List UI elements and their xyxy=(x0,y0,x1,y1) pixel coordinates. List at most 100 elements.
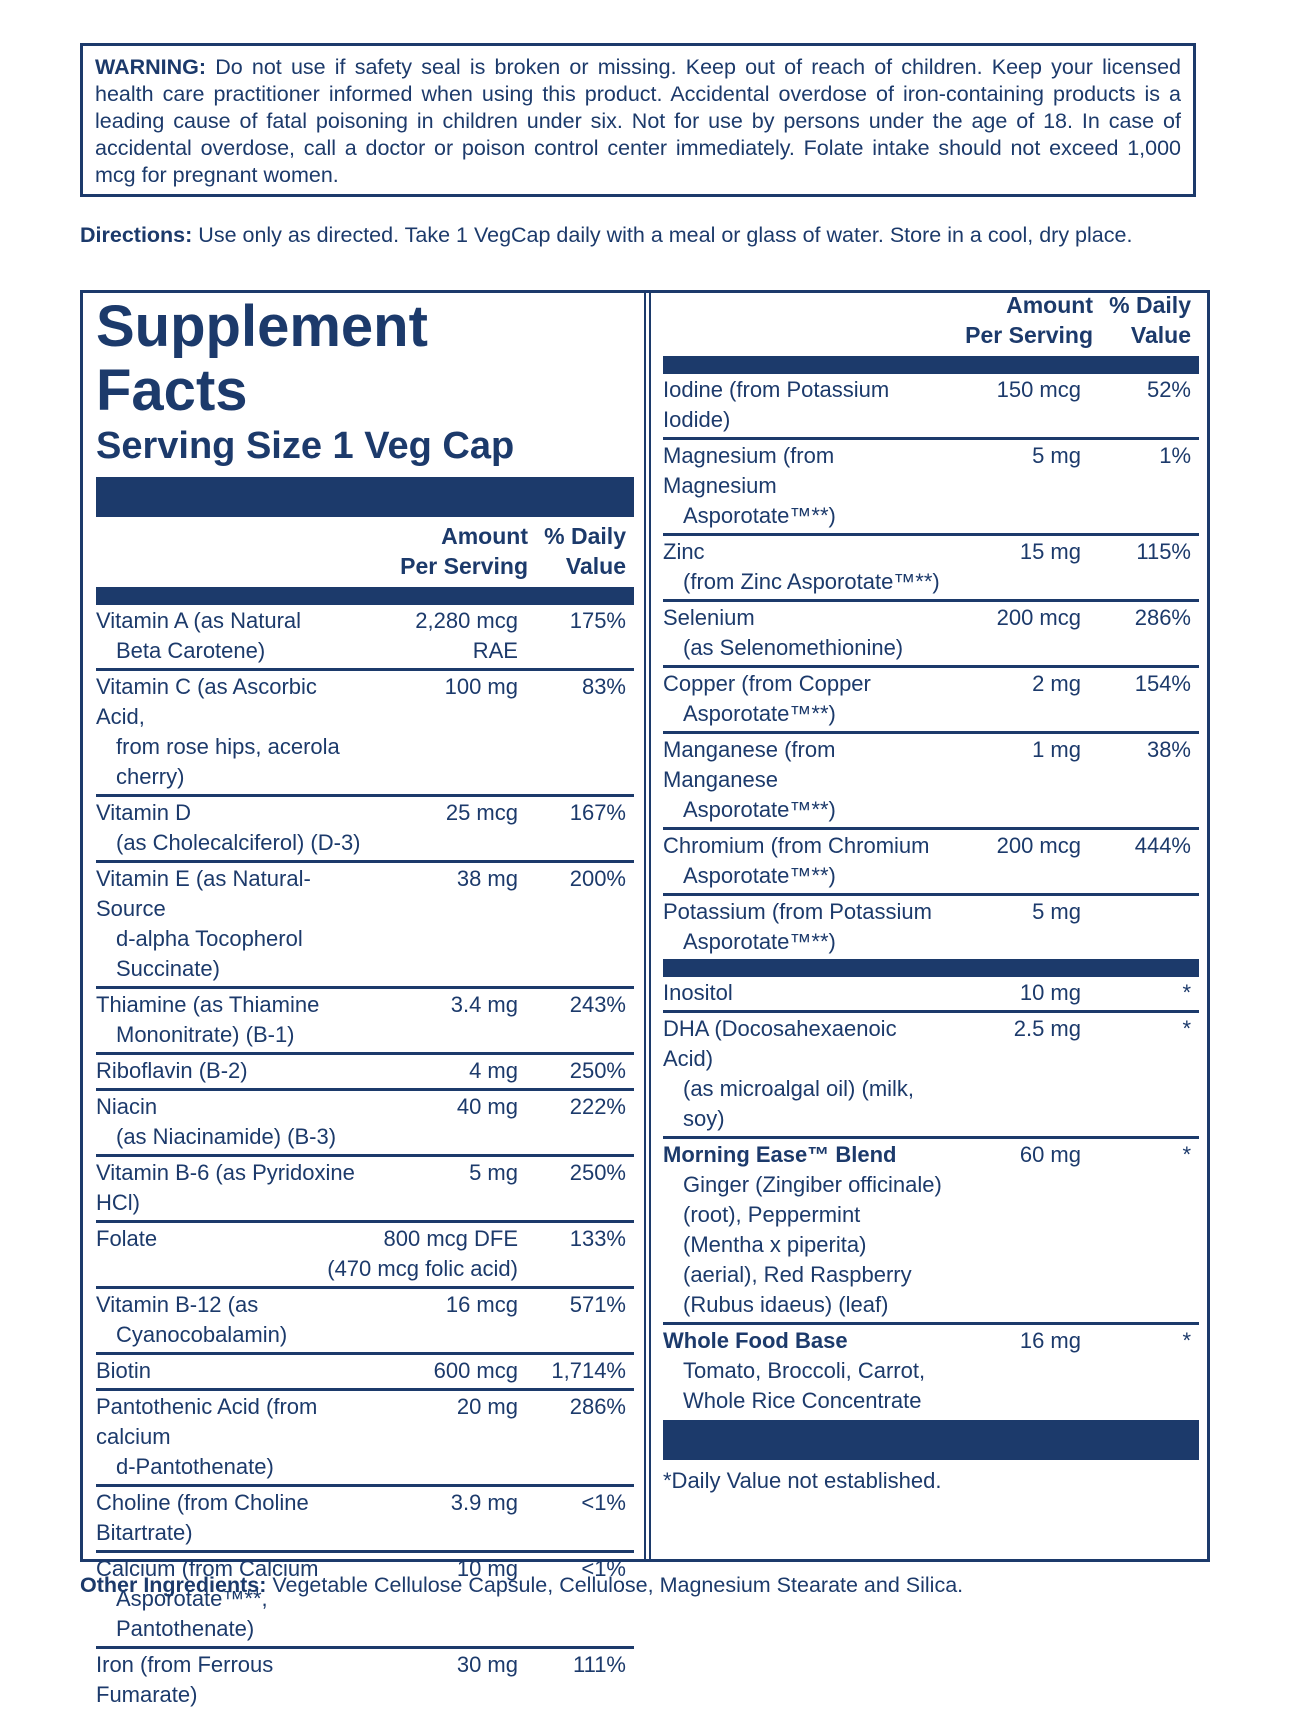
nutrient-row: Vitamin E (as Natural-Source d-alpha Toco… xyxy=(96,863,634,989)
nutrient-row: Morning Ease™ Blend Ginger (Zingiber offi… xyxy=(663,1139,1199,1325)
nutrient-name-cell: Vitamin D (as Cholecalciferol) (D-3) xyxy=(96,798,368,858)
nutrient-daily-value: 200% xyxy=(569,866,626,891)
nutrient-source: from rose hips, acerola cherry) xyxy=(116,734,340,789)
directions-text-block: Directions: Use only as directed. Take 1… xyxy=(80,222,1196,249)
nutrient-amount-cell: 3.9 mg xyxy=(368,1488,518,1548)
nutrient-amount-cell: 200 mcg xyxy=(945,603,1081,663)
nutrient-amount: 16 mg xyxy=(1019,1328,1081,1353)
facts-title-line2: Facts xyxy=(96,358,248,423)
nutrient-amount: 15 mg xyxy=(1019,539,1081,564)
nutrient-name: Morning Ease™ Blend xyxy=(663,1142,897,1167)
nutrient-source: Ginger (Zingiber officinale) (root), Pep… xyxy=(683,1172,942,1317)
header-daily-value-right: % Daily Value xyxy=(1109,292,1191,348)
nutrient-name-cell: Magnesium (from Magnesium Asporotate™**) xyxy=(663,441,945,531)
nutrient-amount-cell: 4 mg xyxy=(368,1056,518,1086)
nutrient-row: Potassium (from Potassium Asporotate™**) 5… xyxy=(663,896,1199,959)
column-divider xyxy=(644,293,651,1559)
nutrient-source: Asporotate™**) xyxy=(683,797,836,822)
nutrient-amount: 800 mcg DFE xyxy=(383,1226,519,1251)
nutrient-name: Iron (from Ferrous Fumarate) xyxy=(96,1652,274,1707)
daily-value-footnote: *Daily Value not established. xyxy=(663,1468,942,1493)
nutrient-daily-value: 167% xyxy=(569,800,626,825)
nutrient-row: Iron (from Ferrous Fumarate) 30 mg 111% xyxy=(96,1649,634,1712)
nutrient-name: Vitamin B-12 (as xyxy=(96,1292,259,1317)
nutrient-name-cell: Selenium (as Selenomethionine) xyxy=(663,603,945,663)
nutrient-amount-cell: 5 mg xyxy=(945,441,1081,531)
nutrient-amount-cell: 16 mg xyxy=(945,1326,1081,1416)
nutrient-source: d-Pantothenate) xyxy=(116,1454,274,1479)
nutrient-daily-value: * xyxy=(1182,980,1191,1005)
nutrient-amount: 4 mg xyxy=(469,1058,518,1083)
nutrient-row: Thiamine (as Thiamine Mononitrate) (B-1) 3… xyxy=(96,989,634,1055)
nutrient-row: Niacin (as Niacinamide) (B-3) 40 mg 222% xyxy=(96,1091,634,1157)
nutrient-row: Zinc (from Zinc Asporotate™**) 15 mg 115% xyxy=(663,536,1199,602)
nutrient-daily-value: 286% xyxy=(1134,605,1191,630)
nutrient-daily-value: 115% xyxy=(1136,539,1191,564)
nutrient-amount: 3.4 mg xyxy=(450,992,518,1017)
medium-rule-right xyxy=(663,356,1199,374)
other-ingredients-label: Other Ingredients: xyxy=(80,1573,267,1597)
nutrient-source: Cyanocobalamin) xyxy=(116,1322,288,1347)
nutrient-amount: 16 mcg xyxy=(445,1292,518,1317)
nutrient-amount-cell: 38 mg xyxy=(368,864,518,984)
nutrient-name: Thiamine (as Thiamine xyxy=(96,992,320,1017)
right-nutrient-list-a: Iodine (from Potassium Iodide) 150 mcg 52%… xyxy=(663,374,1199,959)
nutrient-name-cell: Inositol xyxy=(663,978,945,1008)
nutrient-amount-cell: 1 mg xyxy=(945,735,1081,825)
nutrient-name-cell: Vitamin E (as Natural-Source d-alpha Toco… xyxy=(96,864,368,984)
nutrient-row: Vitamin B-12 (as Cyanocobalamin) 16 mcg 571… xyxy=(96,1289,634,1355)
nutrient-name: Vitamin E (as Natural-Source xyxy=(96,866,311,921)
nutrient-name: Whole Food Base xyxy=(663,1328,848,1353)
nutrient-name: Niacin xyxy=(96,1094,158,1119)
nutrient-source: Asporotate™**) xyxy=(683,929,836,954)
nutrient-name-cell: Chromium (from Chromium Asporotate™**) xyxy=(663,831,945,891)
nutrient-name: Biotin xyxy=(96,1358,152,1383)
header-daily-value: % Daily Value xyxy=(544,523,626,579)
nutrient-daily-value: 1,714% xyxy=(551,1358,626,1383)
nutrient-source: (as microalgal oil) (milk, soy) xyxy=(683,1076,915,1131)
nutrient-amount-cell: 10 mg xyxy=(368,1554,518,1644)
nutrient-name: Iodine (from Potassium Iodide) xyxy=(663,377,890,432)
nutrient-name-cell: Pantothenic Acid (from calcium d-Pantothe… xyxy=(96,1392,368,1482)
nutrient-row: Vitamin A (as Natural Beta Carotene) 2,280… xyxy=(96,605,634,671)
facts-title-line1: Supplement xyxy=(96,294,428,359)
nutrient-daily-value: 1% xyxy=(1159,443,1191,468)
nutrient-name-cell: Riboflavin (B-2) xyxy=(96,1056,368,1086)
nutrient-amount: 2 mg xyxy=(1032,671,1081,696)
nutrient-name-cell: Zinc (from Zinc Asporotate™**) xyxy=(663,537,945,597)
nutrient-amount: 1 mg xyxy=(1032,737,1081,762)
nutrient-amount: 600 mcg xyxy=(433,1358,518,1383)
nutrient-amount-cell: 2,280 mcg RAE xyxy=(368,606,518,666)
nutrient-name: Magnesium (from Magnesium xyxy=(663,443,835,498)
nutrient-amount-cell: 100 mg xyxy=(368,672,518,792)
nutrient-name: Vitamin A (as Natural xyxy=(96,608,302,633)
nutrient-name: Vitamin B-6 (as Pyridoxine HCl) xyxy=(96,1160,355,1215)
nutrient-daily-value: 243% xyxy=(569,992,626,1017)
nutrient-name-cell: Choline (from Choline Bitartrate) xyxy=(96,1488,368,1548)
nutrient-amount: 5 mg xyxy=(469,1160,518,1185)
nutrient-source: Mononitrate) (B-1) xyxy=(116,1022,295,1047)
nutrient-name: Selenium xyxy=(663,605,755,630)
medium-rule xyxy=(96,587,634,605)
nutrient-row: Vitamin C (as Ascorbic Acid, from rose hi… xyxy=(96,671,634,797)
nutrient-source: (as Selenomethionine) xyxy=(683,635,904,660)
nutrient-row: Selenium (as Selenomethionine) 200 mcg 286% xyxy=(663,602,1199,668)
nutrient-amount-cell: 600 mcg xyxy=(368,1356,518,1386)
nutrient-daily-value: * xyxy=(1182,1328,1191,1353)
nutrient-row: Inositol 10 mg * xyxy=(663,977,1199,1013)
nutrient-name-cell: Vitamin B-6 (as Pyridoxine HCl) xyxy=(96,1158,368,1218)
nutrient-amount: 10 mg xyxy=(456,1556,518,1581)
thick-rule-bottom xyxy=(663,1420,1199,1460)
nutrient-name: Copper (from Copper xyxy=(663,671,871,696)
nutrient-name: Inositol xyxy=(663,980,733,1005)
nutrient-amount-cell: 15 mg xyxy=(945,537,1081,597)
nutrient-row: Chromium (from Chromium Asporotate™**) 200… xyxy=(663,830,1199,896)
nutrient-source: Tomato, Broccoli, Carrot, Whole Rice Con… xyxy=(683,1358,926,1413)
nutrient-amount: 60 mg xyxy=(1019,1142,1081,1167)
nutrient-amount: 20 mg xyxy=(456,1394,518,1419)
facts-title: Supplement Facts xyxy=(96,295,634,423)
nutrient-row: Calcium (from Calcium Asporotate™**, Pant… xyxy=(96,1553,634,1649)
nutrient-name: Chromium (from Chromium xyxy=(663,833,930,858)
nutrient-daily-value: 133% xyxy=(569,1226,626,1251)
nutrient-name: DHA (Docosahexaenoic Acid) xyxy=(663,1016,897,1071)
